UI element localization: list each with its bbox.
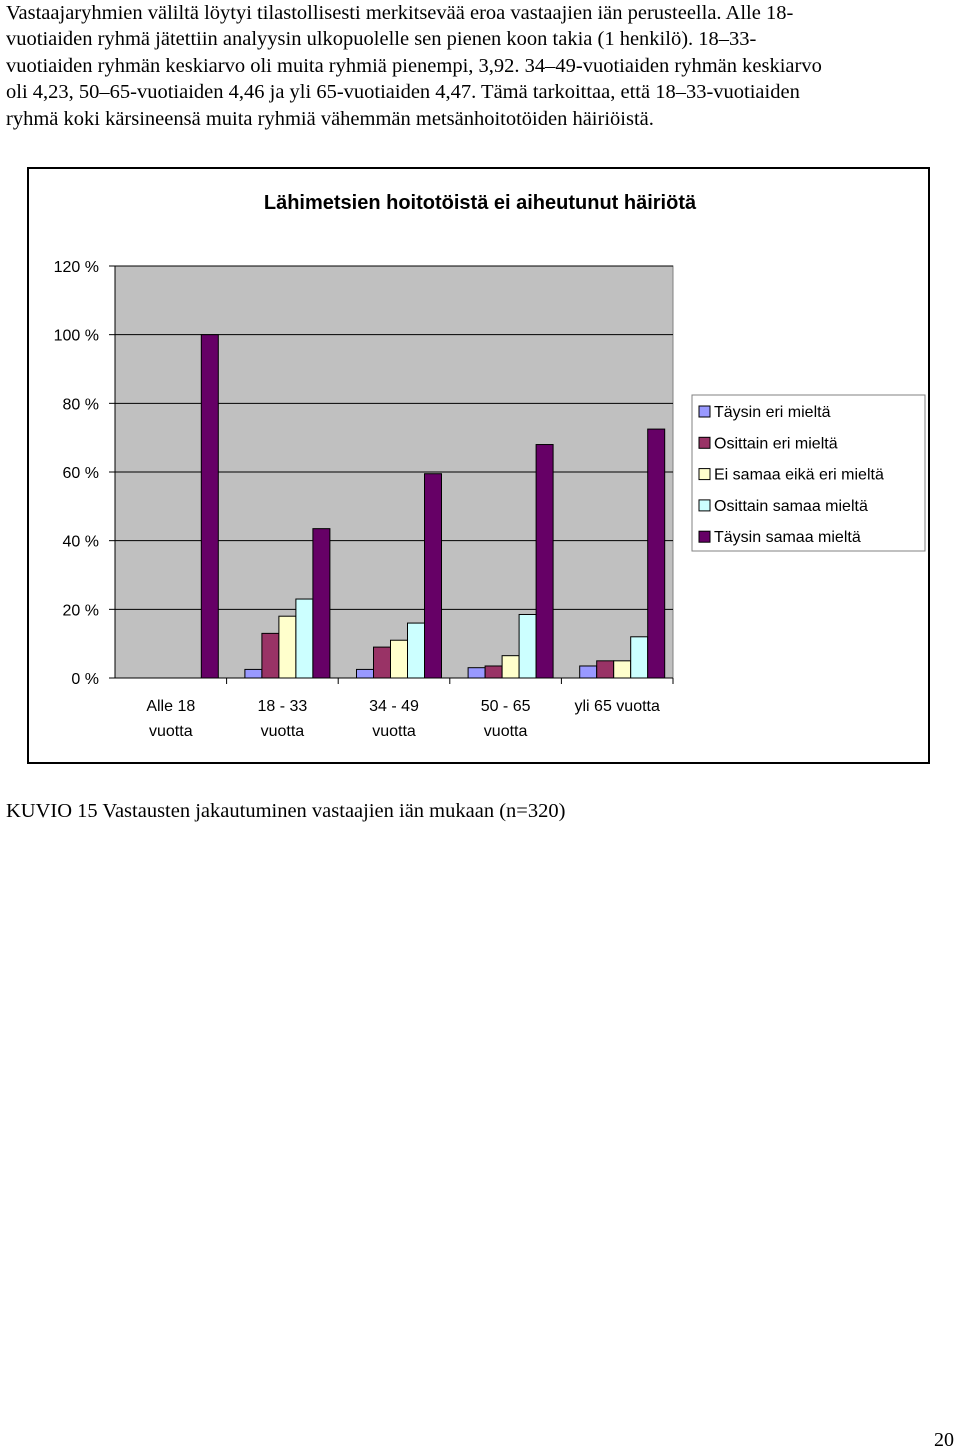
bar	[244, 668, 263, 679]
y-tick-label: 80 %	[63, 396, 99, 413]
chart-frame: Lähimetsien hoitotöistä ei aiheutunut hä…	[27, 167, 930, 764]
y-tick-label: 120 %	[54, 259, 99, 276]
legend-swatch	[698, 530, 711, 543]
x-tick-label: vuotta	[484, 723, 528, 740]
bar	[535, 444, 554, 679]
bar	[407, 622, 425, 679]
legend-label: Osittain samaa mieltä	[714, 498, 868, 515]
legend-label: Täysin samaa mieltä	[714, 529, 861, 546]
paragraph-line: Vastaajaryhmien väliltä löytyi tilastoll…	[6, 2, 794, 24]
x-tick-label: vuotta	[149, 723, 193, 740]
bar	[390, 639, 408, 679]
paragraph-line: oli 4,23, 50–65-vuotiaiden 4,46 ja yli 6…	[6, 81, 800, 104]
bar	[518, 613, 537, 679]
x-tick-label: yli 65 vuotta	[575, 698, 660, 715]
bar	[630, 636, 649, 679]
paragraph-line: ryhmä koki kärsineensä muita ryhmiä vähe…	[6, 107, 654, 130]
x-tick-label: Alle 18	[146, 698, 195, 715]
x-tick-label: vuotta	[372, 723, 416, 740]
x-tick-label: 18 - 33	[257, 698, 307, 715]
bar	[613, 660, 632, 679]
bar	[200, 334, 219, 679]
chart-title: Lähimetsien hoitotöistä ei aiheutunut hä…	[264, 192, 697, 214]
bar	[373, 646, 391, 679]
bar	[278, 615, 297, 679]
y-tick-label: 100 %	[54, 328, 99, 345]
legend-box	[691, 394, 926, 552]
y-tick-label: 20 %	[63, 602, 99, 619]
legend-swatch	[698, 499, 711, 512]
legend-swatch	[698, 436, 711, 449]
bar	[647, 428, 666, 679]
x-tick-label: 34 - 49	[369, 698, 419, 715]
page-number: 20	[934, 1429, 954, 1451]
bar	[484, 665, 503, 679]
paragraph-line: vuotiaiden ryhmä jätettiin analyysin ulk…	[6, 28, 757, 51]
legend-label: Osittain eri mieltä	[714, 435, 838, 452]
figure-caption: KUVIO 15 Vastausten jakautuminen vastaaj…	[6, 800, 566, 822]
legend-label: Ei samaa eikä eri mieltä	[714, 467, 884, 484]
bar	[295, 598, 314, 679]
y-tick-label: 40 %	[63, 534, 99, 551]
bar	[579, 665, 598, 679]
legend-swatch	[698, 468, 711, 481]
bar	[261, 632, 280, 679]
x-tick-label: vuotta	[261, 723, 305, 740]
body-paragraph: Vastaajaryhmien väliltä löytyi tilastoll…	[6, 0, 950, 132]
legend-swatch	[698, 405, 711, 418]
legend-label: Täysin eri mieltä	[714, 404, 831, 421]
bar	[424, 473, 442, 679]
x-tick-label: 50 - 65	[481, 698, 531, 715]
y-tick-label: 60 %	[63, 465, 99, 482]
bar	[501, 655, 520, 679]
bar-chart: Lähimetsien hoitotöistä ei aiheutunut hä…	[54, 192, 926, 740]
paragraph-line: vuotiaiden ryhmän keskiarvo oli muita ry…	[6, 54, 822, 77]
bar	[596, 660, 615, 679]
bar	[467, 667, 486, 679]
y-tick-label: 0 %	[71, 671, 99, 688]
bar	[312, 528, 331, 679]
bar	[356, 668, 374, 679]
